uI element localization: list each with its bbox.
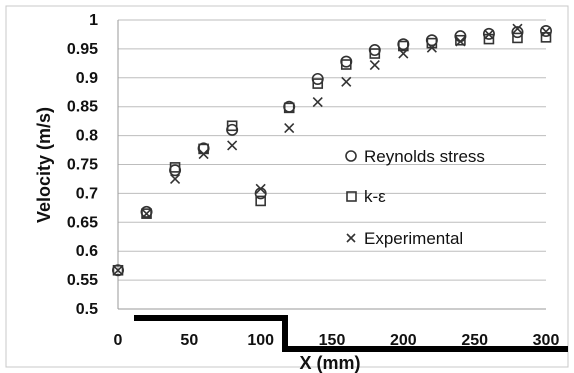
y-tick-label: 0.6 <box>76 243 98 260</box>
reynolds-stress-point <box>539 24 552 37</box>
experimental-point <box>426 42 437 53</box>
experimental-point <box>198 149 209 160</box>
y-tick-label: 0.8 <box>76 128 98 145</box>
k-epsilon-point <box>398 40 409 52</box>
y-tick-label: 0.7 <box>76 185 98 202</box>
y-tick-label: 0.65 <box>67 214 98 231</box>
data-points <box>112 23 552 277</box>
legend-item-k-epsilon: k-ε <box>346 187 386 206</box>
experimental-point <box>540 26 552 37</box>
experimental-point <box>341 76 352 87</box>
y-tick-label: 0.5 <box>76 301 98 318</box>
legend-label: k-ε <box>364 187 386 206</box>
k-epsilon-point <box>369 48 381 59</box>
x-tick-label: 50 <box>180 332 198 349</box>
legend-label: Reynolds stress <box>364 147 485 166</box>
x-tick-label: 250 <box>461 332 488 349</box>
y-tick-label: 0.85 <box>67 99 98 116</box>
k-epsilon-point <box>340 59 352 70</box>
legend-item-reynolds-stress: Reynolds stress <box>345 147 485 166</box>
k-epsilon-point <box>512 32 523 44</box>
reynolds-stress-point <box>511 26 524 39</box>
experimental-point <box>170 173 181 185</box>
k-epsilon-point <box>312 78 324 89</box>
x-tick-label: 200 <box>390 332 417 349</box>
legend-item-experimental: Experimental <box>346 229 463 248</box>
k-epsilon-point <box>226 120 238 132</box>
experimental-point <box>398 48 409 59</box>
k-epsilon-point <box>540 32 552 43</box>
k-epsilon-point <box>112 264 124 276</box>
experimental-point <box>284 123 295 134</box>
x-tick-label: 0 <box>114 332 123 349</box>
experimental-point <box>227 140 238 151</box>
x-tick-label: 150 <box>319 332 346 349</box>
x-tick-label: 300 <box>533 332 560 349</box>
step-geometry-line <box>134 315 568 352</box>
k-epsilon-point <box>255 195 266 207</box>
tick-labels: 0.5 0.55 0.6 0.65 0.7 0.75 0.8 0.85 0.9 0.95 1 0 50 1… <box>67 12 560 349</box>
legend-marker-square <box>346 191 357 202</box>
experimental-point <box>455 36 466 47</box>
y-tick-label: 0.55 <box>67 272 98 289</box>
legend: Reynolds stress k-ε Experimental <box>345 147 485 248</box>
x-axis-title: X (mm) <box>299 353 360 373</box>
experimental-point <box>512 23 523 34</box>
k-epsilon-point <box>283 102 295 114</box>
legend-label: Experimental <box>364 229 463 248</box>
chart-border <box>5 5 569 368</box>
legend-marker-circle <box>345 150 357 162</box>
y-tick-label: 0.75 <box>67 157 98 174</box>
experimental-point <box>112 265 124 276</box>
k-epsilon-point <box>455 34 466 46</box>
axes <box>117 20 546 310</box>
y-tick-label: 0.95 <box>67 41 98 58</box>
y-tick-label: 1 <box>89 12 98 29</box>
k-epsilon-point <box>141 208 152 219</box>
experimental-point <box>141 208 152 219</box>
experimental-point <box>312 97 323 108</box>
y-axis-title: Velocity (m/s) <box>34 107 54 223</box>
legend-marker-x <box>346 233 356 243</box>
k-epsilon-point <box>169 162 181 173</box>
experimental-point <box>483 29 494 40</box>
experimental-point <box>369 60 380 71</box>
x-tick-label: 100 <box>247 332 274 349</box>
experimental-point <box>255 183 266 194</box>
step-geometry <box>134 315 568 352</box>
y-tick-label: 0.9 <box>76 70 98 87</box>
